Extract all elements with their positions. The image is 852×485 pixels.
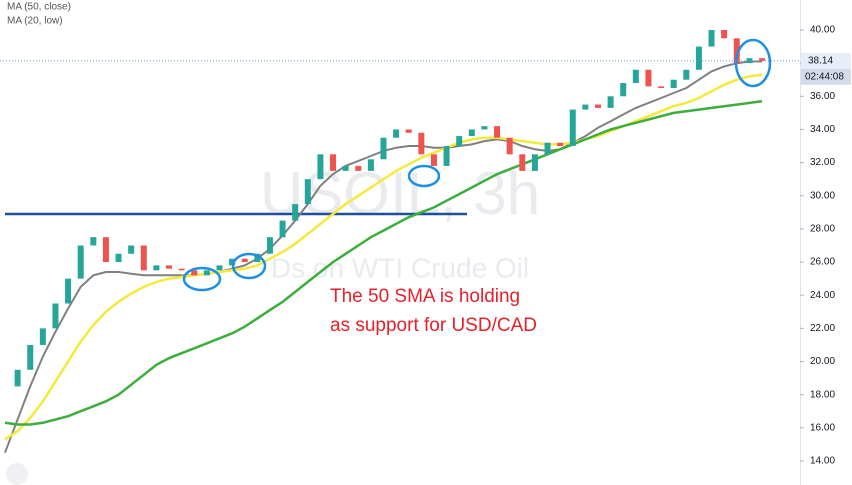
highlight-circle (407, 164, 441, 188)
legend-entry: MA (50, close) (7, 2, 71, 13)
moving-average (4, 73, 763, 441)
y-tick-label: 34.00 (810, 124, 835, 135)
y-tick-label: 16.00 (810, 422, 835, 433)
candle (191, 270, 198, 276)
candle (367, 159, 374, 171)
candle (494, 126, 501, 138)
candle (695, 46, 702, 70)
y-tick-label: 30.00 (810, 190, 835, 201)
candle (746, 58, 753, 64)
countdown: 02:44:08 (805, 71, 844, 82)
candle (279, 220, 286, 238)
candle (582, 104, 589, 110)
candle (430, 154, 437, 166)
candle (292, 204, 299, 221)
y-tick-label: 26.00 (810, 257, 835, 268)
candle (670, 79, 677, 89)
candle (229, 258, 236, 266)
candle (645, 69, 652, 87)
y-tick-label: 20.00 (810, 356, 835, 367)
candle (254, 253, 261, 263)
price-label: 38.14 (808, 55, 833, 66)
highlight-circle (734, 38, 772, 88)
candle (128, 245, 135, 254)
candle (355, 165, 362, 171)
y-tick-label: 24.00 (810, 290, 835, 301)
candle (77, 245, 84, 279)
candle (115, 253, 122, 263)
y-tick-label: 32.00 (810, 157, 835, 168)
y-tick-label: 36.00 (810, 91, 835, 102)
candle (519, 154, 526, 171)
candle (153, 265, 160, 271)
candle (443, 146, 450, 166)
candle (216, 265, 223, 271)
y-tick-label: 14.00 (810, 456, 835, 467)
candle (52, 303, 59, 329)
candle (569, 109, 576, 147)
candle (380, 137, 387, 160)
logo (6, 463, 28, 485)
annotation: as support for USD/CAD (330, 315, 537, 336)
highlight-circle (231, 252, 267, 280)
y-tick-label: 28.00 (810, 224, 835, 235)
highlight-circle (182, 266, 222, 292)
price-label-box (801, 52, 851, 69)
candle (683, 69, 690, 80)
y-tick-label: 22.00 (810, 323, 835, 334)
candle (203, 270, 210, 276)
y-tick-label: 40.00 (810, 25, 835, 36)
candle (658, 86, 665, 89)
plot (4, 30, 765, 454)
candle (733, 38, 740, 64)
candle (241, 258, 248, 263)
candle (544, 142, 551, 155)
candle (65, 278, 72, 304)
countdown-box (801, 68, 851, 85)
candle (506, 137, 513, 155)
candle (721, 30, 728, 39)
candle (531, 154, 538, 171)
y-tick-label: 18.00 (810, 389, 835, 400)
candle (481, 126, 488, 130)
candle (317, 154, 324, 180)
candle (178, 268, 185, 271)
candle (27, 344, 34, 370)
candle (759, 58, 765, 61)
candle (418, 132, 425, 155)
candle (632, 69, 639, 84)
candle (557, 142, 564, 147)
legend-entry: MA (20, low) (7, 16, 63, 27)
candle (140, 245, 147, 271)
candle (330, 154, 337, 171)
candle (14, 369, 21, 387)
candle (304, 179, 311, 205)
candle (90, 237, 97, 246)
candle (393, 129, 400, 138)
candle (708, 30, 715, 47)
candle (166, 265, 173, 269)
candle (266, 237, 273, 254)
candle (39, 328, 46, 345)
candle (405, 129, 412, 133)
annotation: The 50 SMA is holding (330, 286, 520, 307)
watermark-subtitle: Ds on WTI Crude Oil (271, 252, 529, 283)
candle (607, 96, 614, 108)
candle (456, 136, 463, 147)
candle (342, 165, 349, 171)
candle (102, 237, 109, 263)
candle (620, 83, 627, 97)
moving-average (4, 100, 763, 426)
candle (594, 104, 601, 108)
candle (468, 129, 475, 137)
